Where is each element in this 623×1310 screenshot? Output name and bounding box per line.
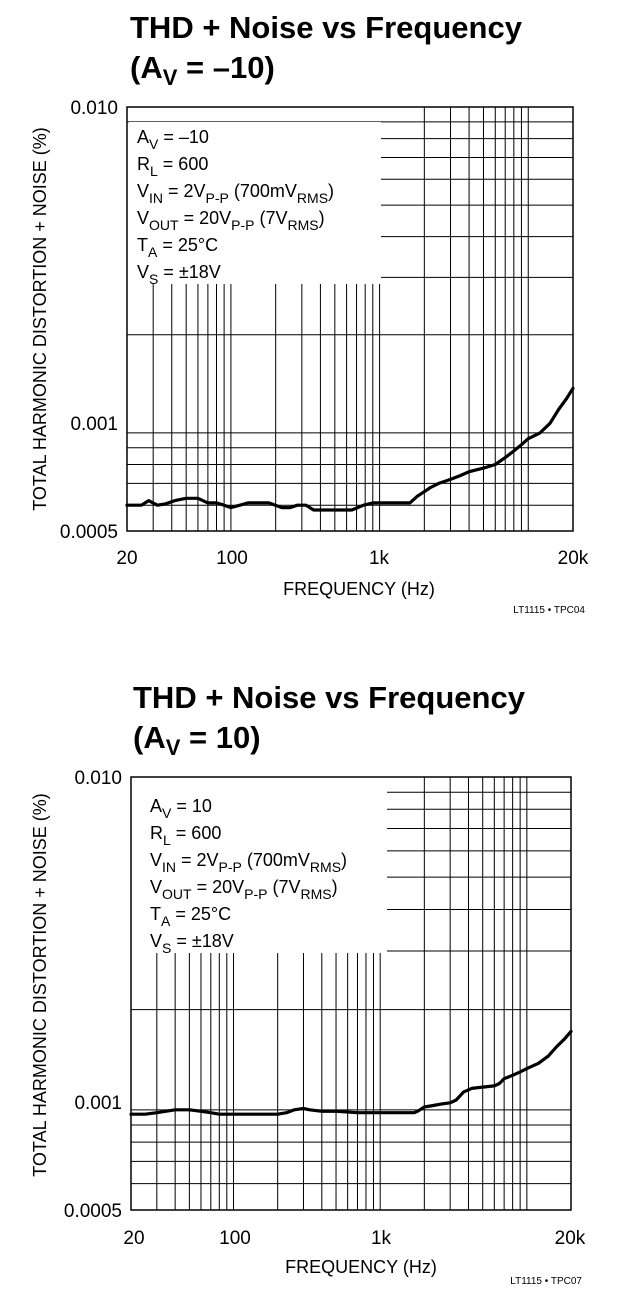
chart-2-title: THD + Noise vs Frequency: [133, 680, 526, 715]
chart-1-legend-box: [129, 122, 381, 284]
condition-line-0: AV = 10: [150, 796, 212, 821]
chart-1-series-line: [125, 386, 575, 512]
condition-line-5: VS = ±18V: [137, 262, 221, 287]
condition-line-2: VIN = 2VP-P (700mVRMS): [150, 850, 347, 875]
chart-1-x-tick-0: 20: [116, 548, 137, 569]
condition-line-5: VS = ±18V: [150, 931, 234, 956]
chart-1-grid: [127, 107, 573, 531]
condition-line-4: TA = 25°C: [150, 904, 231, 929]
chart-1-y-tick-1: 0.001: [70, 414, 118, 435]
chart-1-x-tick-2: 1k: [369, 548, 390, 569]
chart-2-subtitle: (AV = 10): [133, 720, 261, 760]
chart-1-subtitle: (AV = –10): [130, 50, 275, 90]
chart-2-series-line: [129, 1029, 573, 1116]
chart-2-x-tick-0: 20: [123, 1228, 144, 1249]
chart-2-x-axis-label: FREQUENCY (Hz): [285, 1257, 437, 1277]
chart-2-x-tick-3: 20k: [555, 1228, 586, 1249]
chart-1-y-tick-2: 0.0005: [60, 522, 118, 543]
chart-1-y-axis-label: TOTAL HARMONIC DISTORTION + NOISE (%): [30, 127, 50, 511]
chart-2-y-axis-label: TOTAL HARMONIC DISTORTION + NOISE (%): [30, 793, 50, 1177]
chart-1-frame: [126, 106, 574, 532]
chart-1: THD + Noise vs Frequency (AV = –10) AV =…: [30, 10, 589, 616]
chart-2-grid: [131, 777, 571, 1210]
condition-line-3: VOUT = 20VP-P (7VRMS): [137, 208, 325, 233]
chart-1-title: THD + Noise vs Frequency: [130, 10, 523, 45]
chart-2-y-tick-0: 0.010: [74, 768, 122, 789]
chart-1-figure-id: LT1115 • TPC04: [513, 605, 585, 616]
condition-line-3: VOUT = 20VP-P (7VRMS): [150, 877, 338, 902]
condition-line-0: AV = –10: [137, 127, 209, 152]
chart-1-x-axis-label: FREQUENCY (Hz): [283, 579, 435, 599]
chart-1-x-tick-3: 20k: [558, 548, 589, 569]
chart-1-y-tick-0: 0.010: [70, 98, 118, 119]
chart-2-frame: [130, 776, 572, 1211]
condition-line-1: RL = 600: [137, 154, 208, 179]
chart-2-figure-id: LT1115 • TPC07: [510, 1276, 582, 1287]
condition-line-1: RL = 600: [150, 823, 221, 848]
chart-2-y-tick-1: 0.001: [74, 1093, 122, 1114]
chart-2: THD + Noise vs Frequency (AV = 10) AV = …: [30, 680, 586, 1287]
chart-2-legend-box: [133, 791, 387, 953]
chart-2-x-tick-1: 100: [219, 1228, 251, 1249]
chart-2-y-tick-2: 0.0005: [64, 1201, 122, 1222]
condition-line-4: TA = 25°C: [137, 235, 218, 260]
chart-1-x-tick-1: 100: [216, 548, 248, 569]
condition-line-2: VIN = 2VP-P (700mVRMS): [137, 181, 334, 206]
chart-2-x-tick-2: 1k: [371, 1228, 392, 1249]
